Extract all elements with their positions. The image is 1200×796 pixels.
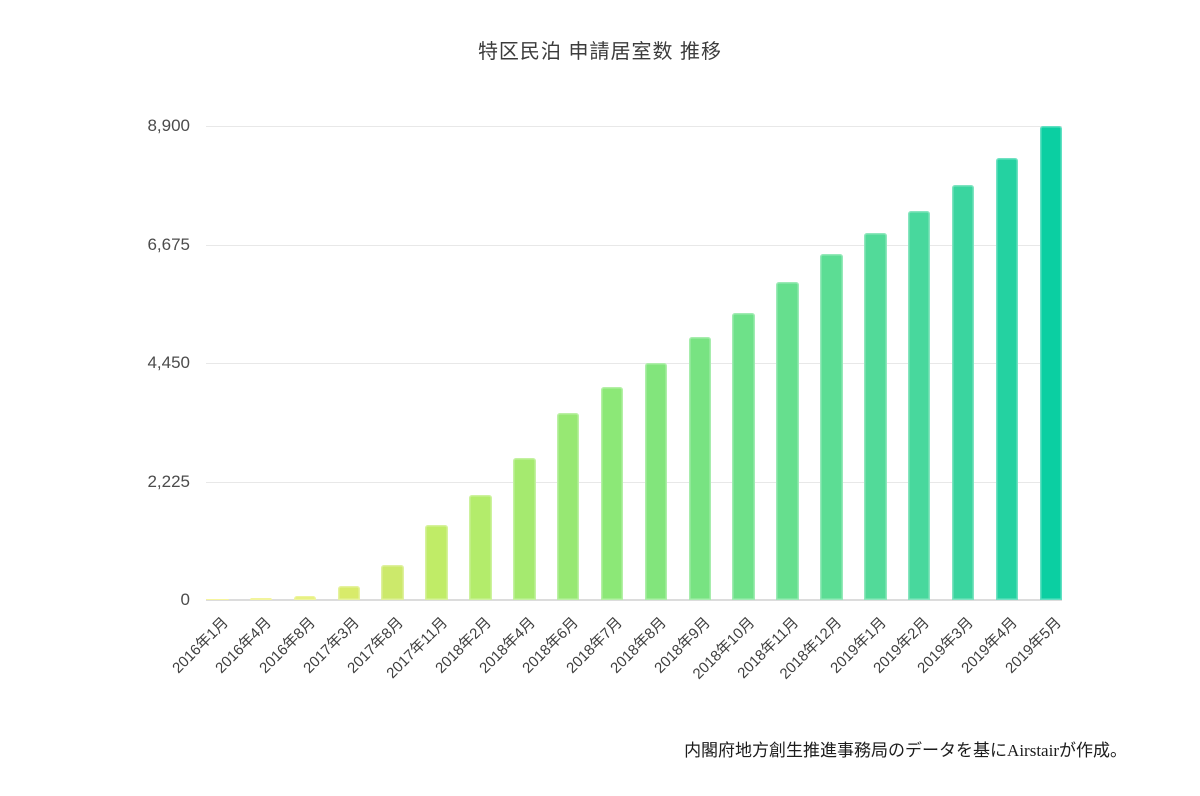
gridline bbox=[206, 244, 1062, 246]
y-axis-tick-label: 6,675 bbox=[147, 234, 190, 254]
bar-2016年8月 bbox=[293, 596, 317, 600]
bar-2018年7月 bbox=[600, 386, 624, 600]
gridline bbox=[206, 481, 1062, 483]
bar-2016年4月 bbox=[249, 598, 273, 600]
y-axis-tick-label: 4,450 bbox=[147, 353, 190, 372]
bar-2018年2月 bbox=[469, 494, 492, 600]
bar-2018年10月 bbox=[732, 313, 755, 600]
source-note: 内閣府地方創生推進事務局のデータを基にAirstairが作成。 bbox=[684, 741, 1127, 760]
y-axis-tick-label: 0 bbox=[180, 590, 190, 609]
bar-2019年2月 bbox=[907, 211, 931, 600]
bar-2017年8月 bbox=[381, 564, 404, 600]
bar-2016年1月 bbox=[206, 599, 229, 600]
bar-2019年1月 bbox=[864, 232, 887, 600]
gridline bbox=[206, 363, 1062, 364]
plot-area: 0 2,225 4,450 6,675 8,900 2016年1月 2016年4月 2016年… bbox=[147, 116, 1064, 683]
bar-2018年6月 bbox=[556, 413, 580, 600]
y-axis-tick-label: 8,900 bbox=[147, 116, 190, 135]
x-axis-baseline bbox=[206, 599, 1062, 601]
bar-2018年12月 bbox=[820, 254, 843, 600]
bar-2019年4月 bbox=[995, 157, 1019, 600]
bar-2019年5月 bbox=[1039, 126, 1062, 600]
bar-2018年4月 bbox=[513, 457, 536, 600]
bar-2017年3月 bbox=[337, 586, 361, 600]
gridline bbox=[206, 126, 1062, 127]
bar-2018年9月 bbox=[688, 336, 712, 600]
bar-2017年11月 bbox=[425, 525, 448, 600]
bar-2019年3月 bbox=[951, 184, 975, 600]
bar-2018年8月 bbox=[644, 363, 668, 600]
chart-title: 特区民泊 申請居室数 推移 bbox=[477, 41, 723, 63]
y-axis-tick-label: 2,225 bbox=[147, 471, 190, 491]
bar-2018年11月 bbox=[776, 282, 799, 600]
